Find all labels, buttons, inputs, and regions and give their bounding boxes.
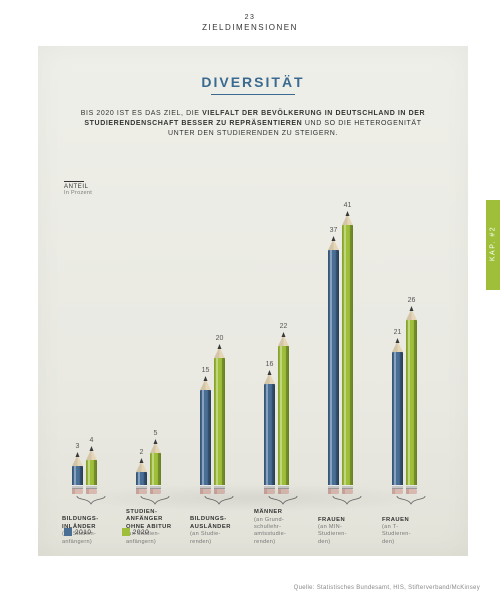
value-label: 4 [82,437,102,444]
axis-tick [64,181,84,182]
title-underline [211,94,295,95]
legend-2020: 2020 [122,529,163,536]
value-label: 41 [338,202,358,209]
section-label: ZIELDIMENSIONEN [202,23,298,32]
value-label: 37 [324,227,344,234]
category-label: BILDUNGS-AUSLÄNDER(an Studie-renden) [190,516,252,546]
intro-text: BIS 2020 IST ES DAS ZIEL, DIE VIELFALT D… [78,109,428,139]
value-label: 16 [260,361,280,368]
pencil-chart: 3 4 BILDUNGS-INLÄNDER(an Studien-anfänge… [64,194,446,494]
value-label: 22 [274,323,294,330]
value-label: 3 [68,443,88,450]
category-label: FRAUEN(an MIN-Studieren-den) [318,517,380,546]
value-label: 5 [146,430,166,437]
source-text: Quelle: Statistisches Bundesamt, HIS, St… [294,585,480,591]
side-tab: KAP. #2 [486,200,500,290]
value-label: 20 [210,335,230,342]
value-label: 21 [388,329,408,336]
chart-title: DIVERSITÄT [38,74,468,90]
value-label: 2 [132,449,152,456]
legend-2010: 2010 [64,529,105,536]
page-number: 23 [0,14,500,21]
value-label: 15 [196,367,216,374]
category-label: FRAUEN(an T-Studieren-den) [382,517,444,546]
ground-shadow [64,484,442,512]
legend: 2010 2020 [64,528,177,536]
value-label: 26 [402,297,422,304]
page-header: 23 ZIELDIMENSIONEN [0,0,500,32]
category-label: MÄNNER(an Grund-schullehr-amtsstudie-ren… [254,509,316,546]
chart-panel: DIVERSITÄT BIS 2020 IST ES DAS ZIEL, DIE… [38,46,468,556]
